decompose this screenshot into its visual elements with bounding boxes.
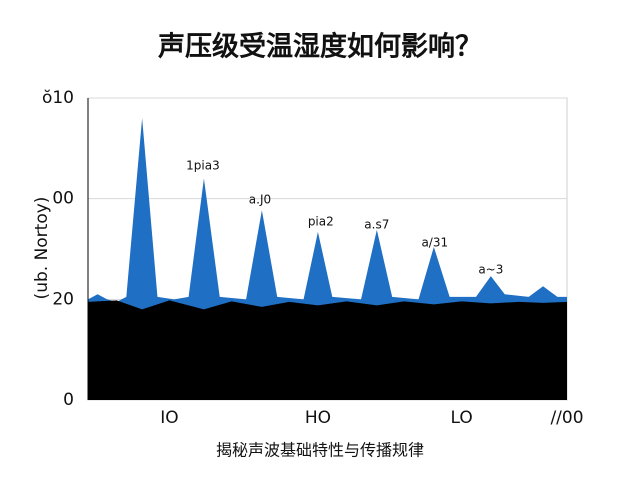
peak-label: a/31 bbox=[421, 235, 448, 249]
peak-label: pia2 bbox=[308, 214, 334, 228]
y-axis-label: (ub. Nortoy) bbox=[32, 197, 52, 300]
x-tick-label: //00 bbox=[550, 408, 583, 428]
chart-title: 声压级受温湿度如何影响？ bbox=[158, 31, 482, 63]
x-tick-label: HO bbox=[305, 408, 331, 428]
x-tick-label: IO bbox=[160, 408, 178, 428]
x-tick-label: LO bbox=[450, 408, 472, 428]
y-tick-label: 00 bbox=[52, 189, 74, 209]
peak-label: 1pia3 bbox=[186, 158, 220, 172]
area bbox=[88, 300, 567, 400]
x-axis-label: 揭秘声波基础特性与传播规律 bbox=[216, 441, 424, 460]
y-tick-label: 0 bbox=[63, 390, 74, 410]
y-tick-label: 20 bbox=[52, 289, 74, 309]
y-tick-label: ŏ10 bbox=[42, 88, 74, 108]
peak-label: a.s7 bbox=[364, 217, 389, 231]
peak-label: a~3 bbox=[478, 263, 503, 277]
peak-label: a.J0 bbox=[249, 193, 271, 207]
